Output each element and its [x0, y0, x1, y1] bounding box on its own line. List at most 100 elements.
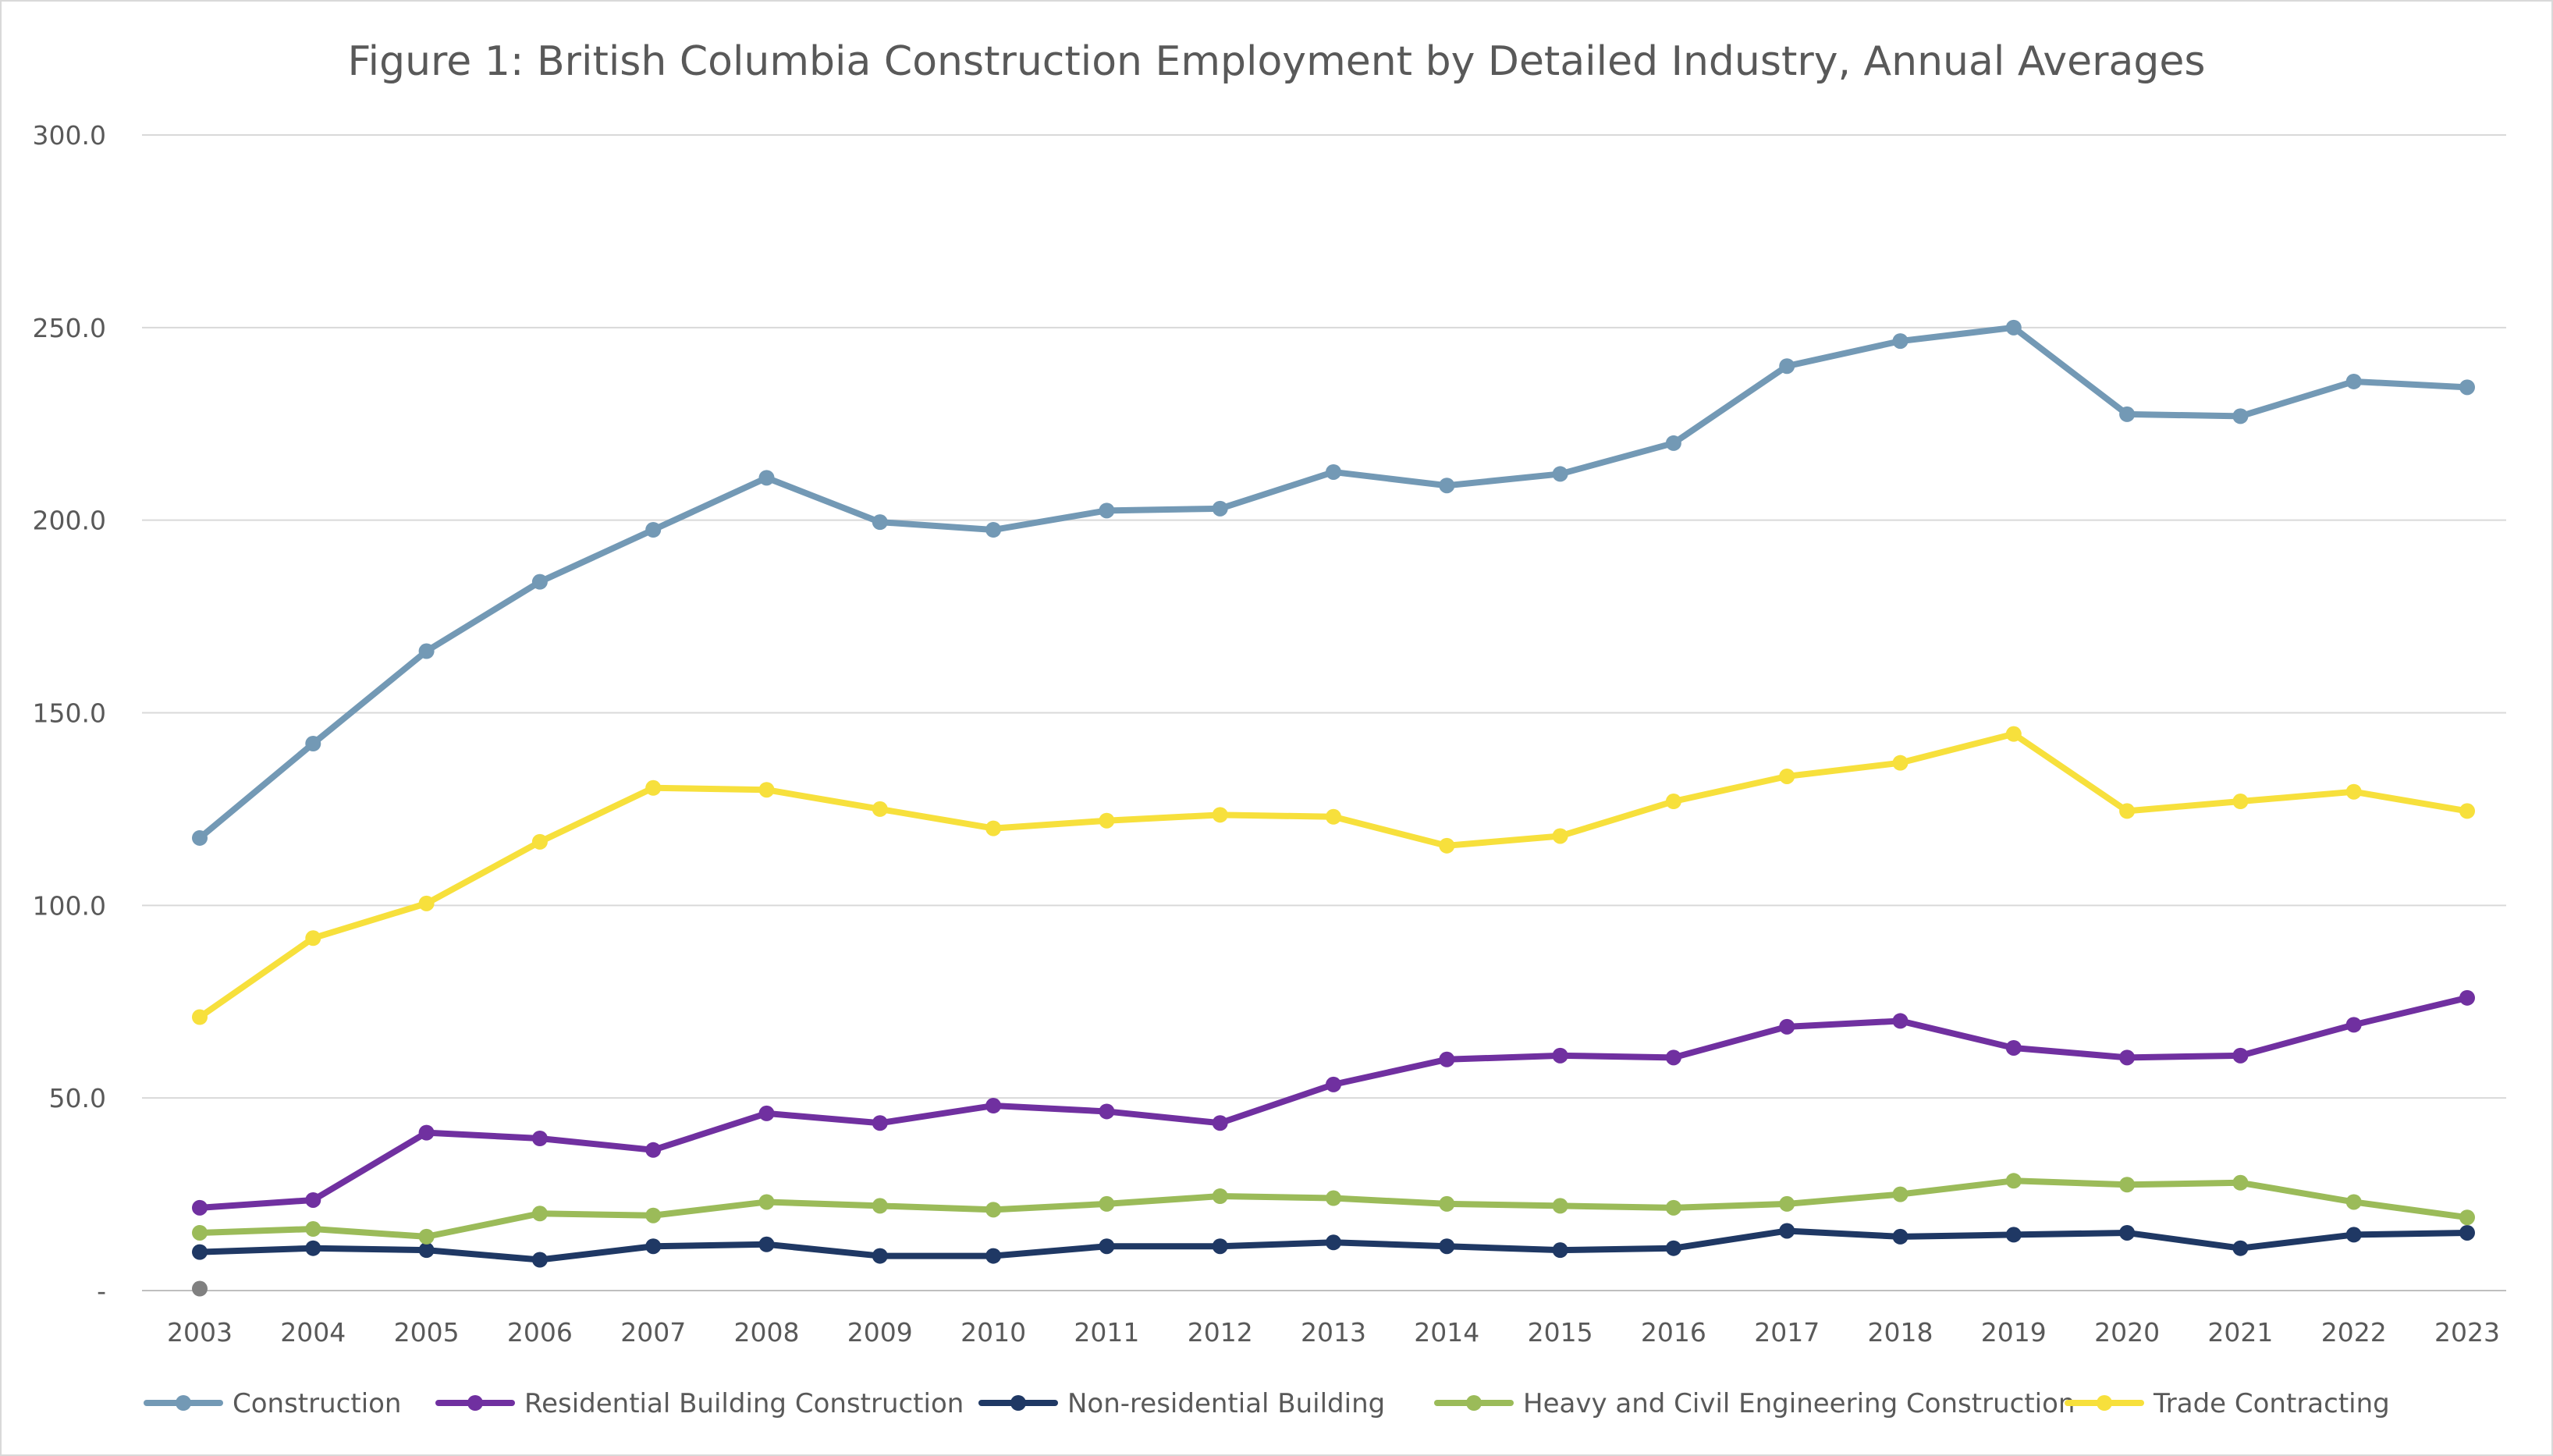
data-point	[1552, 1242, 1568, 1259]
x-tick-label: 2018	[1868, 1317, 1933, 1348]
data-point	[2119, 1177, 2136, 1193]
data-point	[1439, 837, 1455, 854]
data-point	[531, 833, 548, 850]
y-tick-label: -	[97, 1276, 106, 1306]
data-point	[2459, 989, 2475, 1006]
data-point	[1892, 1228, 1909, 1245]
data-point	[872, 1198, 888, 1214]
legend-item[interactable]: Trade Contracting	[2065, 1388, 2390, 1419]
legend-swatch-marker	[1466, 1395, 1482, 1411]
data-point	[1892, 1186, 1909, 1202]
legend-item[interactable]: Residential Building Construction	[435, 1388, 964, 1419]
x-tick-label: 2016	[1641, 1317, 1706, 1348]
data-point	[418, 1124, 435, 1141]
legend-item[interactable]: Construction	[144, 1388, 401, 1419]
y-axis-tick-labels: - 50.0 100.0 150.0 200.0 250.0 300.0	[33, 120, 106, 1306]
data-point	[305, 1240, 321, 1256]
data-point	[1665, 1240, 1681, 1256]
data-point	[2005, 1227, 2022, 1243]
data-point	[758, 1105, 775, 1121]
data-point	[192, 1009, 208, 1025]
legend-label: Heavy and Civil Engineering Construction	[1523, 1388, 2075, 1419]
x-tick-label: 2007	[620, 1317, 686, 1348]
data-point	[872, 1248, 888, 1264]
data-point	[192, 829, 208, 846]
y-tick-label: 100.0	[33, 890, 106, 921]
x-tick-label: 2006	[507, 1317, 573, 1348]
x-tick-label: 2008	[734, 1317, 800, 1348]
series-construction	[192, 319, 2475, 846]
series-line	[197, 994, 2470, 1211]
data-point	[531, 574, 548, 590]
data-point	[418, 1242, 435, 1259]
data-point	[1779, 1195, 1795, 1212]
data-point	[1439, 478, 1455, 494]
data-point	[1326, 1190, 1341, 1206]
data-point	[2232, 408, 2249, 424]
data-point	[1779, 1018, 1795, 1035]
legend-item[interactable]: Heavy and Civil Engineering Construction	[1434, 1388, 2075, 1419]
data-point	[645, 779, 662, 796]
data-point	[305, 1221, 321, 1238]
data-point	[192, 1244, 208, 1260]
data-point	[645, 1207, 662, 1223]
x-tick-label: 2022	[2321, 1317, 2387, 1348]
data-point	[2345, 1227, 2362, 1243]
x-tick-label: 2015	[1528, 1317, 1593, 1348]
x-tick-label: 2017	[1754, 1317, 1820, 1348]
x-tick-label: 2019	[1981, 1317, 2047, 1348]
data-point	[758, 1236, 775, 1252]
data-point	[985, 1098, 1002, 1114]
data-point	[1779, 358, 1795, 375]
x-tick-label: 2009	[847, 1317, 913, 1348]
legend-swatch-marker	[1010, 1395, 1026, 1411]
legend-label: Non-residential Building	[1067, 1388, 1385, 1419]
data-point	[1099, 1195, 1115, 1212]
data-point	[531, 1131, 548, 1147]
data-point	[872, 801, 888, 817]
y-tick-label: 50.0	[49, 1083, 106, 1113]
data-point	[872, 514, 888, 531]
data-point	[192, 1199, 208, 1216]
data-point	[418, 643, 435, 659]
y-tick-label: 300.0	[33, 120, 106, 151]
series-non-residential-building	[192, 1223, 2475, 1268]
x-tick-label: 2012	[1188, 1317, 1253, 1348]
data-point	[2459, 1209, 2475, 1226]
data-point	[2232, 1047, 2249, 1064]
data-point	[305, 735, 321, 751]
series-line	[197, 730, 2470, 1021]
data-point	[2345, 1194, 2362, 1210]
legend-swatch-marker	[467, 1395, 483, 1411]
data-point	[758, 470, 775, 486]
data-point	[1099, 1238, 1115, 1255]
data-point	[1892, 755, 1909, 771]
data-point	[2119, 803, 2136, 819]
data-point	[1552, 466, 1568, 482]
data-point	[2459, 803, 2475, 819]
legend[interactable]: Construction Residential Building Constru…	[144, 1388, 2390, 1419]
data-point	[1212, 1238, 1228, 1255]
data-point	[1212, 807, 1228, 823]
data-point	[531, 1206, 548, 1222]
x-axis-tick-labels: 2003 2004 2005 2006 2007 2008 2009 2010 2011 2012…	[167, 1317, 2500, 1348]
legend-item[interactable]: Non-residential Building	[978, 1388, 1385, 1419]
data-point	[1326, 1076, 1341, 1092]
x-tick-label: 2021	[2207, 1317, 2273, 1348]
data-point	[418, 895, 435, 911]
data-point	[2005, 319, 2022, 336]
data-point	[1212, 1115, 1228, 1131]
x-tick-label: 2010	[960, 1317, 1026, 1348]
data-point	[1099, 1103, 1115, 1120]
data-point	[305, 1191, 321, 1208]
data-point	[1665, 435, 1681, 451]
x-tick-label: 2011	[1074, 1317, 1139, 1348]
data-point	[985, 820, 1002, 836]
data-point	[2232, 794, 2249, 810]
series-trade-contracting	[192, 726, 2475, 1025]
data-point	[1552, 1198, 1568, 1214]
data-point	[1892, 1013, 1909, 1029]
data-point	[2459, 1224, 2475, 1241]
